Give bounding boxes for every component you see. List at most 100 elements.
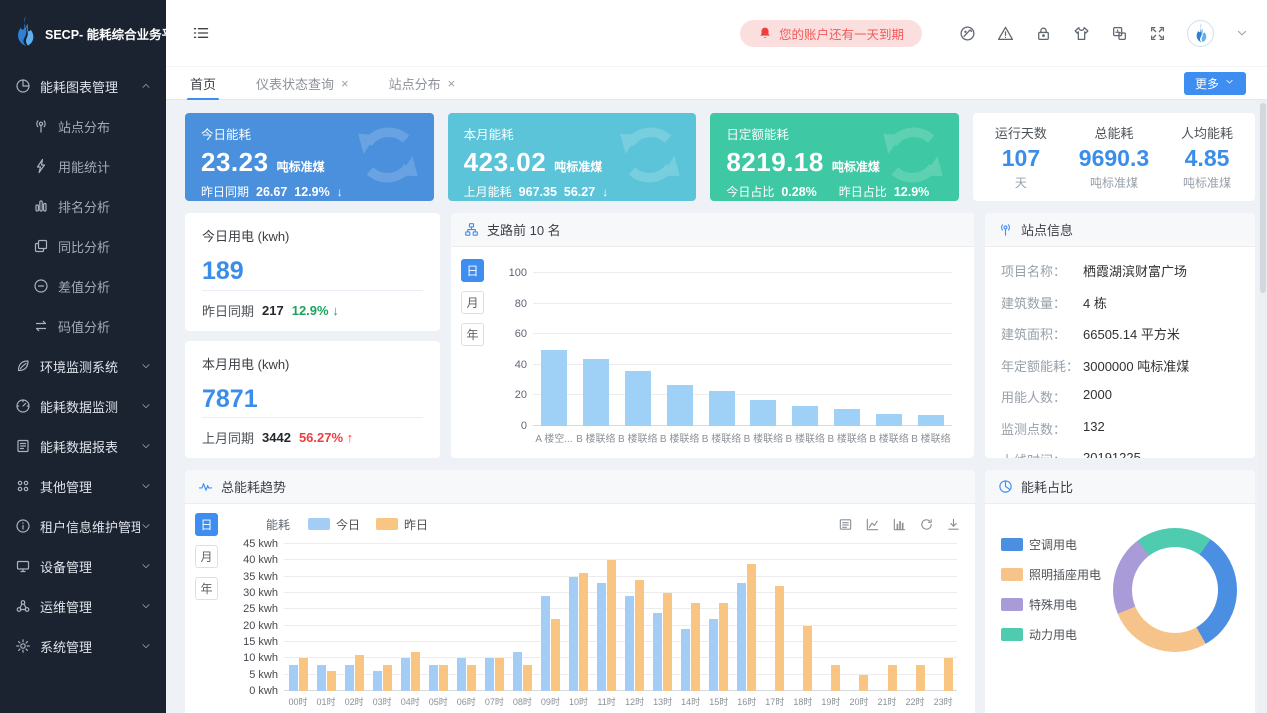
bar-今日[interactable] — [512, 651, 522, 691]
bar-今日[interactable] — [540, 596, 550, 691]
bar-昨日[interactable] — [887, 664, 897, 691]
sidebar-subitem[interactable]: 站点分布 — [0, 106, 166, 146]
period-button-月[interactable]: 月 — [461, 291, 484, 314]
palette-icon[interactable] — [959, 25, 976, 42]
tshirt-icon[interactable] — [1073, 25, 1090, 42]
legend-item-照明插座用电[interactable]: 照明插座用电 — [1001, 566, 1101, 583]
sidebar-item[interactable]: 系统管理 — [0, 626, 166, 666]
legend-item-昨日[interactable]: 昨日 — [376, 516, 428, 533]
period-button-日[interactable]: 日 — [195, 513, 218, 536]
bar-昨日[interactable] — [831, 664, 841, 691]
bar-昨日[interactable] — [915, 664, 925, 691]
bar[interactable] — [540, 349, 567, 426]
legend-item-特殊用电[interactable]: 特殊用电 — [1001, 596, 1101, 613]
bar-昨日[interactable] — [438, 664, 448, 691]
bar-今日[interactable] — [681, 628, 691, 691]
legend-item-空调用电[interactable]: 空调用电 — [1001, 536, 1101, 553]
bar-今日[interactable] — [428, 664, 438, 691]
bar-chart-icon[interactable] — [892, 517, 907, 532]
bar[interactable] — [750, 400, 777, 426]
sidebar-item[interactable]: 能耗数据报表 — [0, 426, 166, 466]
bar-昨日[interactable] — [775, 586, 785, 691]
bar-今日[interactable] — [400, 658, 410, 691]
sidebar-subitem[interactable]: 码值分析 — [0, 306, 166, 346]
bar-今日[interactable] — [568, 576, 578, 691]
bar-昨日[interactable] — [859, 674, 869, 691]
bar-昨日[interactable] — [494, 658, 504, 691]
page-scrollbar[interactable] — [1259, 100, 1267, 713]
bar-今日[interactable] — [344, 664, 354, 691]
bar[interactable] — [834, 409, 861, 426]
avatar[interactable] — [1187, 19, 1214, 47]
bar-昨日[interactable] — [382, 664, 392, 691]
bar-昨日[interactable] — [550, 619, 560, 691]
tab-站点分布[interactable]: 站点分布 × — [386, 67, 459, 99]
bar[interactable] — [792, 406, 819, 426]
sidebar-collapse-icon[interactable] — [192, 24, 210, 42]
sidebar-subitem[interactable]: 用能统计 — [0, 146, 166, 186]
bar-今日[interactable] — [456, 658, 466, 691]
sidebar-item[interactable]: 设备管理 — [0, 546, 166, 586]
period-button-月[interactable]: 月 — [195, 545, 218, 568]
data-view-icon[interactable] — [838, 517, 853, 532]
scrollbar-thumb[interactable] — [1260, 103, 1266, 293]
lock-icon[interactable] — [1035, 25, 1052, 42]
bar-昨日[interactable] — [354, 655, 364, 691]
bar[interactable] — [708, 390, 735, 426]
bar-昨日[interactable] — [578, 573, 588, 691]
download-icon[interactable] — [946, 517, 961, 532]
bar-昨日[interactable] — [943, 658, 953, 691]
sidebar-subitem[interactable]: 排名分析 — [0, 186, 166, 226]
sidebar-item[interactable]: 租户信息维护管理 — [0, 506, 166, 546]
translate-icon[interactable] — [1111, 25, 1128, 42]
bar[interactable] — [624, 370, 651, 426]
warning-icon[interactable] — [997, 25, 1014, 42]
bar-昨日[interactable] — [298, 658, 308, 691]
bar-今日[interactable] — [653, 612, 663, 691]
bar[interactable] — [917, 415, 944, 426]
refresh-icon[interactable] — [919, 517, 934, 532]
tab-close-icon[interactable]: × — [341, 75, 349, 91]
tab-仪表状态查询[interactable]: 仪表状态查询 × — [253, 67, 352, 99]
bar-昨日[interactable] — [691, 602, 701, 691]
sidebar-subitem[interactable]: 同比分析 — [0, 226, 166, 266]
bar-今日[interactable] — [372, 671, 382, 691]
bar-昨日[interactable] — [719, 602, 729, 691]
bar-昨日[interactable] — [607, 560, 617, 691]
bar-昨日[interactable] — [747, 563, 757, 691]
bar-昨日[interactable] — [522, 664, 532, 691]
sidebar-item[interactable]: 运维管理 — [0, 586, 166, 626]
more-button[interactable]: 更多 — [1183, 71, 1246, 95]
bar-昨日[interactable] — [466, 664, 476, 691]
bar[interactable] — [582, 358, 609, 426]
line-chart-icon[interactable] — [865, 517, 880, 532]
period-button-日[interactable]: 日 — [461, 259, 484, 282]
bar-今日[interactable] — [316, 664, 326, 691]
bar[interactable] — [876, 413, 903, 426]
bar-今日[interactable] — [484, 658, 494, 691]
sidebar-item[interactable]: 环境监测系统 — [0, 346, 166, 386]
tab-首页[interactable]: 首页 — [187, 67, 220, 100]
bar-今日[interactable] — [288, 664, 298, 691]
bar-昨日[interactable] — [410, 651, 420, 691]
bar-今日[interactable] — [737, 583, 747, 691]
period-button-年[interactable]: 年 — [195, 577, 218, 600]
fullscreen-icon[interactable] — [1149, 25, 1166, 42]
bar-昨日[interactable] — [635, 579, 645, 691]
period-button-年[interactable]: 年 — [461, 323, 484, 346]
sidebar-item[interactable]: 能耗图表管理 — [0, 66, 166, 106]
user-menu-chevron-down-icon[interactable] — [1235, 26, 1249, 40]
sidebar-subitem[interactable]: 差值分析 — [0, 266, 166, 306]
legend-item-今日[interactable]: 今日 — [308, 516, 360, 533]
bar-昨日[interactable] — [663, 593, 673, 691]
bar-今日[interactable] — [597, 583, 607, 691]
sidebar-item[interactable]: 能耗数据监测 — [0, 386, 166, 426]
bar-昨日[interactable] — [326, 671, 336, 691]
account-expiry-alert[interactable]: 您的账户还有一天到期 — [739, 19, 922, 47]
bar[interactable] — [666, 384, 693, 426]
legend-item-动力用电[interactable]: 动力用电 — [1001, 626, 1101, 643]
bar-昨日[interactable] — [803, 625, 813, 691]
bar-今日[interactable] — [709, 619, 719, 691]
sidebar-item[interactable]: 其他管理 — [0, 466, 166, 506]
bar-今日[interactable] — [625, 596, 635, 691]
